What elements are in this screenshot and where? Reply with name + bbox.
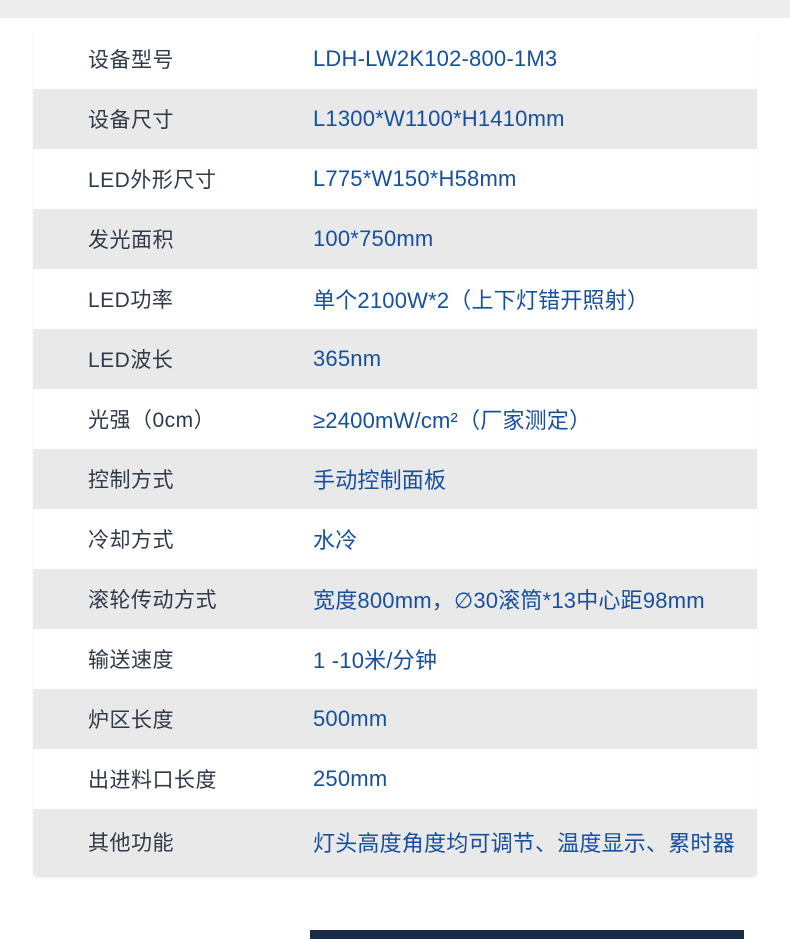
table-row: 滚轮传动方式 宽度800mm，∅30滚筒*13中心距98mm [33, 569, 757, 629]
table-row: LED功率 单个2100W*2（上下灯错开照射） [33, 269, 757, 329]
table-row: LED外形尺寸 L775*W150*H58mm [33, 149, 757, 209]
spec-label: 其他功能 [88, 832, 174, 855]
spec-label: 发光面积 [88, 229, 174, 252]
spec-value: LDH-LW2K102-800-1M3 [313, 46, 558, 71]
spec-label: LED波长 [88, 349, 174, 372]
table-row: 光强（0cm） ≥2400mW/cm²（厂家测定） [33, 389, 757, 449]
spec-label: 输送速度 [88, 649, 174, 672]
spec-value: 365nm [313, 346, 382, 371]
table-row: 控制方式 手动控制面板 [33, 449, 757, 509]
spec-value: 宽度800mm，∅30滚筒*13中心距98mm [313, 588, 705, 613]
spec-value: 手动控制面板 [313, 468, 447, 493]
spec-table: 设备型号 LDH-LW2K102-800-1M3 设备尺寸 L1300*W110… [33, 29, 757, 875]
top-divider-strip [0, 0, 790, 18]
spec-value: L775*W150*H58mm [313, 166, 517, 191]
spec-label: 光强（0cm） [88, 409, 216, 432]
spec-label: 冷却方式 [88, 529, 174, 552]
spec-label: 设备型号 [88, 49, 174, 72]
spec-label: 设备尺寸 [88, 109, 174, 132]
spec-value: 水冷 [313, 528, 358, 553]
spec-label: LED外形尺寸 [88, 169, 217, 192]
table-row: 炉区长度 500mm [33, 689, 757, 749]
spec-label: 控制方式 [88, 469, 174, 492]
spec-value: 灯头高度角度均可调节、温度显示、累时器 [313, 831, 735, 856]
table-row: 出进料口长度 250mm [33, 749, 757, 809]
table-row: 发光面积 100*750mm [33, 209, 757, 269]
spec-value: 100*750mm [313, 226, 434, 251]
table-row: 冷却方式 水冷 [33, 509, 757, 569]
spec-label: 出进料口长度 [88, 769, 217, 792]
spec-value: ≥2400mW/cm²（厂家测定） [313, 408, 592, 433]
footer-accent-bar [310, 930, 744, 939]
spec-value: 1 -10米/分钟 [313, 648, 438, 673]
spec-label: LED功率 [88, 289, 174, 312]
spec-value: L1300*W1100*H1410mm [313, 106, 565, 131]
table-row: 输送速度 1 -10米/分钟 [33, 629, 757, 689]
spec-value: 500mm [313, 706, 388, 731]
spec-label: 炉区长度 [88, 709, 174, 732]
spec-label: 滚轮传动方式 [88, 589, 217, 612]
spec-value: 单个2100W*2（上下灯错开照射） [313, 288, 650, 313]
table-row: 设备尺寸 L1300*W1100*H1410mm [33, 89, 757, 149]
table-row: 设备型号 LDH-LW2K102-800-1M3 [33, 29, 757, 89]
table-row: 其他功能 灯头高度角度均可调节、温度显示、累时器 [33, 809, 757, 875]
table-row: LED波长 365nm [33, 329, 757, 389]
spec-value: 250mm [313, 766, 388, 791]
